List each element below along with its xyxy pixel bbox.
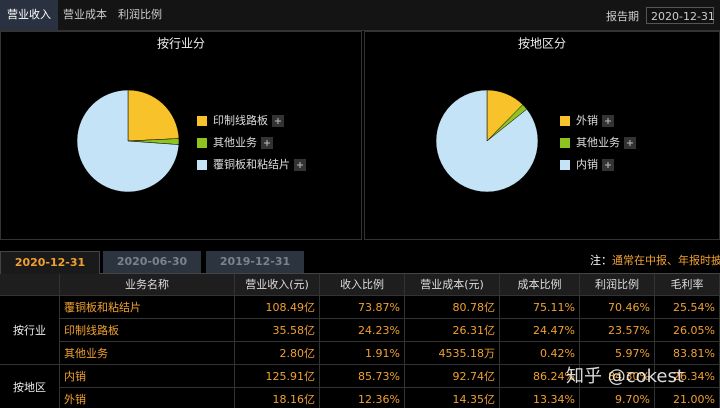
legend-swatch [560, 116, 570, 126]
pie-slice [127, 89, 180, 142]
value-cell: 4535.18万 [405, 342, 500, 365]
value-cell: 2.80亿 [235, 342, 320, 365]
tab[interactable]: 营业收入 [0, 0, 58, 30]
plus-icon [264, 140, 270, 146]
value-cell: 9.70% [580, 388, 655, 408]
value-cell: 108.49亿 [235, 296, 320, 319]
value-cell: 0.42% [500, 342, 580, 365]
value-cell: 84.30% [580, 365, 655, 388]
value-cell: 12.36% [320, 388, 405, 408]
plus-icon [605, 118, 611, 124]
date-tab[interactable]: 2019-12-31 [206, 251, 304, 273]
chart-title: 按行业分 [157, 37, 205, 51]
value-cell: 1.91% [320, 342, 405, 365]
header-cell: 营业成本(元) [405, 274, 500, 296]
note: 注：通常在中报、年报时披露 [590, 252, 720, 268]
header-cell: 营业收入(元) [235, 274, 320, 296]
period-label: 报告期 [606, 10, 639, 23]
value-cell: 92.74亿 [405, 365, 500, 388]
top-bar [0, 0, 720, 31]
pie-slice [76, 89, 180, 193]
value-cell: 86.24% [500, 365, 580, 388]
legend-label: 其他业务 [213, 136, 257, 149]
value-cell: 21.00% [655, 388, 720, 408]
panel [0, 31, 362, 240]
value-cell: 80.78亿 [405, 296, 500, 319]
name-cell: 外销 [60, 388, 235, 408]
group-label: 按地区 [0, 365, 60, 408]
tab[interactable]: 营业成本 [63, 8, 107, 21]
value-cell: 23.57% [580, 319, 655, 342]
legend-label: 其他业务 [576, 136, 620, 149]
name-cell: 印制线路板 [60, 319, 235, 342]
value-cell: 125.91亿 [235, 365, 320, 388]
value-cell: 26.05% [655, 319, 720, 342]
date-tab[interactable]: 2020-06-30 [103, 251, 201, 273]
legend-swatch [197, 138, 207, 148]
panel [364, 31, 720, 240]
value-cell: 18.16亿 [235, 388, 320, 408]
value-cell: 24.23% [320, 319, 405, 342]
value-cell: 13.34% [500, 388, 580, 408]
value-cell: 73.87% [320, 296, 405, 319]
name-cell: 其他业务 [60, 342, 235, 365]
date-tab[interactable]: 2020-12-31 [0, 251, 100, 274]
legend-swatch [197, 160, 207, 170]
value-cell: 24.47% [500, 319, 580, 342]
group-label: 按行业 [0, 296, 60, 365]
watermark: 知乎 @cokest [566, 366, 684, 387]
header-cell: 毛利率 [655, 274, 720, 296]
legend-label: 覆铜板和粘结片 [213, 157, 290, 171]
plus-icon [627, 140, 633, 146]
header-cell: 业务名称 [60, 274, 235, 296]
plus-icon [605, 162, 611, 168]
header-cell: 成本比例 [500, 274, 580, 296]
value-cell: 85.73% [320, 365, 405, 388]
header-cell: 收入比例 [320, 274, 405, 296]
chart-title: 按地区分 [518, 37, 566, 51]
tab[interactable]: 利润比例 [118, 8, 162, 21]
note-text: 通常在中报、年报时披露 [612, 254, 720, 267]
legend-swatch [560, 138, 570, 148]
pie-slice [435, 89, 539, 193]
value-cell: 25.54% [655, 296, 720, 319]
value-cell: 75.11% [500, 296, 580, 319]
value-cell: 70.46% [580, 296, 655, 319]
value-cell: 26.31亿 [405, 319, 500, 342]
name-cell: 内销 [60, 365, 235, 388]
legend-label: 内销 [576, 157, 598, 171]
value-cell: 5.97% [580, 342, 655, 365]
legend-swatch [197, 116, 207, 126]
legend-swatch [560, 160, 570, 170]
header-cell [0, 274, 60, 296]
name-cell: 覆铜板和粘结片 [60, 296, 235, 319]
value-cell: 35.58亿 [235, 319, 320, 342]
plus-icon [297, 162, 303, 168]
legend-label: 印制线路板 [213, 113, 268, 127]
note-prefix: 注： [590, 254, 612, 267]
plus-icon [275, 118, 281, 124]
legend-label: 外销 [576, 113, 598, 127]
header-cell: 利润比例 [580, 274, 655, 296]
date-bar [0, 249, 720, 274]
value-cell: 14.35亿 [405, 388, 500, 408]
period-select[interactable]: 2020-12-31 [646, 7, 715, 24]
